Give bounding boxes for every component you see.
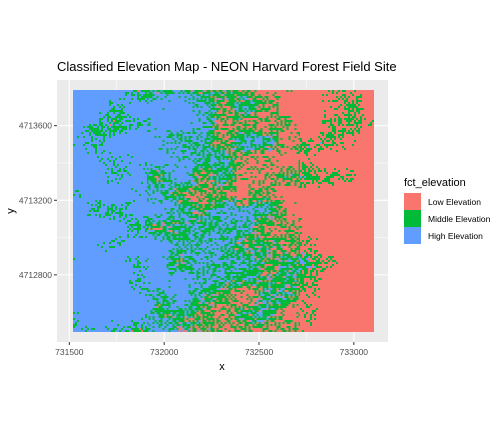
legend-item-high: High Elevation xyxy=(404,227,483,244)
legend-key-middle xyxy=(404,210,421,227)
x-axis-title: x xyxy=(219,361,225,373)
legend-label-low: Low Elevation xyxy=(428,197,481,207)
x-axis: 731500 732000 732500 733000 xyxy=(55,342,368,357)
legend-item-low: Low Elevation xyxy=(404,193,481,210)
chart-title: Classified Elevation Map - NEON Harvard … xyxy=(57,59,397,74)
x-tick-label: 733000 xyxy=(340,347,369,357)
y-tick-label: 4713200 xyxy=(19,195,52,205)
x-tick-label: 732000 xyxy=(150,347,179,357)
legend-key-high xyxy=(404,227,421,244)
y-axis-title: y xyxy=(5,208,17,214)
legend-label-high: High Elevation xyxy=(428,231,483,241)
y-tick-label: 4712800 xyxy=(19,270,52,280)
elevation-raster xyxy=(73,90,374,332)
legend-item-middle: Middle Elevation xyxy=(404,210,491,227)
x-tick-label: 732500 xyxy=(245,347,274,357)
raster-image xyxy=(73,90,374,332)
legend-label-middle: Middle Elevation xyxy=(428,214,491,224)
x-tick-label: 731500 xyxy=(55,347,84,357)
legend: fct_elevation Low Elevation Middle Eleva… xyxy=(404,177,491,244)
legend-key-low xyxy=(404,193,421,210)
legend-title: fct_elevation xyxy=(404,177,466,189)
y-axis: 4712800 4713200 4713600 xyxy=(19,121,57,280)
y-tick-label: 4713600 xyxy=(19,121,52,131)
